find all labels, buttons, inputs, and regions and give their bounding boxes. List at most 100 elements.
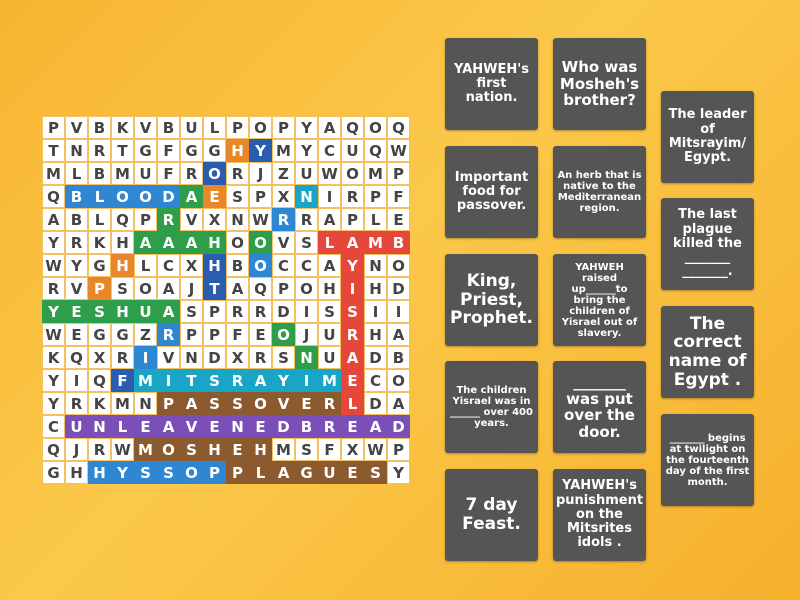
letter-cell[interactable]: S <box>364 461 387 484</box>
letter-cell[interactable]: Q <box>42 185 65 208</box>
letter-cell[interactable]: B <box>387 346 410 369</box>
letter-cell[interactable]: Y <box>272 369 295 392</box>
letter-cell[interactable]: F <box>157 162 180 185</box>
letter-cell[interactable]: S <box>295 231 318 254</box>
letter-cell[interactable]: W <box>249 208 272 231</box>
letter-cell[interactable]: H <box>88 461 111 484</box>
letter-cell[interactable]: A <box>157 415 180 438</box>
letter-cell[interactable]: R <box>65 231 88 254</box>
letter-cell[interactable]: J <box>65 438 88 461</box>
letter-cell[interactable]: J <box>249 162 272 185</box>
letter-cell[interactable]: R <box>295 208 318 231</box>
letter-cell[interactable]: O <box>249 116 272 139</box>
letter-cell[interactable]: E <box>341 415 364 438</box>
letter-cell[interactable]: G <box>203 139 226 162</box>
letter-cell[interactable]: E <box>65 300 88 323</box>
letter-cell[interactable]: R <box>226 300 249 323</box>
letter-cell[interactable]: Y <box>42 231 65 254</box>
letter-cell[interactable]: C <box>42 415 65 438</box>
clue-card[interactable]: The last plague killed the _______ _____… <box>661 198 754 290</box>
letter-cell[interactable]: E <box>387 208 410 231</box>
letter-cell[interactable]: A <box>341 231 364 254</box>
letter-cell[interactable]: V <box>65 277 88 300</box>
letter-cell[interactable]: F <box>157 139 180 162</box>
letter-cell[interactable]: G <box>180 139 203 162</box>
letter-cell[interactable]: Y <box>295 116 318 139</box>
letter-cell[interactable]: U <box>295 162 318 185</box>
letter-cell[interactable]: X <box>272 185 295 208</box>
letter-cell[interactable]: G <box>88 254 111 277</box>
letter-cell[interactable]: Y <box>111 461 134 484</box>
letter-cell[interactable]: M <box>272 438 295 461</box>
letter-cell[interactable]: M <box>364 231 387 254</box>
letter-cell[interactable]: E <box>341 461 364 484</box>
letter-cell[interactable]: O <box>341 162 364 185</box>
letter-cell[interactable]: S <box>272 346 295 369</box>
letter-cell[interactable]: R <box>157 208 180 231</box>
letter-cell[interactable]: O <box>272 323 295 346</box>
letter-cell[interactable]: W <box>387 139 410 162</box>
letter-cell[interactable]: H <box>203 231 226 254</box>
letter-cell[interactable]: S <box>203 369 226 392</box>
letter-cell[interactable]: Y <box>387 461 410 484</box>
letter-cell[interactable]: E <box>249 323 272 346</box>
letter-cell[interactable]: A <box>226 277 249 300</box>
letter-cell[interactable]: A <box>180 185 203 208</box>
letter-cell[interactable]: R <box>65 392 88 415</box>
letter-cell[interactable]: G <box>295 461 318 484</box>
letter-cell[interactable]: H <box>65 461 88 484</box>
letter-cell[interactable]: R <box>226 369 249 392</box>
letter-cell[interactable]: P <box>387 162 410 185</box>
letter-cell[interactable]: R <box>42 277 65 300</box>
letter-cell[interactable]: B <box>88 116 111 139</box>
letter-cell[interactable]: Y <box>42 369 65 392</box>
clue-card[interactable]: Who was Mosheh's brother? <box>553 38 646 130</box>
letter-cell[interactable]: P <box>387 438 410 461</box>
letter-cell[interactable]: I <box>364 300 387 323</box>
letter-cell[interactable]: S <box>180 300 203 323</box>
letter-cell[interactable]: S <box>318 300 341 323</box>
letter-cell[interactable]: T <box>203 277 226 300</box>
letter-cell[interactable]: B <box>88 162 111 185</box>
letter-cell[interactable]: P <box>364 185 387 208</box>
clue-card[interactable]: YAHWEH's punishment on the Mitsrites ido… <box>553 469 646 561</box>
letter-cell[interactable]: A <box>249 369 272 392</box>
letter-cell[interactable]: F <box>111 369 134 392</box>
letter-cell[interactable]: N <box>295 346 318 369</box>
letter-cell[interactable]: K <box>88 392 111 415</box>
clue-card[interactable]: The children Yisrael was in ______ over … <box>445 361 538 453</box>
letter-cell[interactable]: A <box>364 415 387 438</box>
letter-cell[interactable]: H <box>111 254 134 277</box>
letter-cell[interactable]: I <box>295 369 318 392</box>
letter-cell[interactable]: G <box>88 323 111 346</box>
letter-cell[interactable]: Q <box>88 369 111 392</box>
letter-cell[interactable]: V <box>65 116 88 139</box>
letter-cell[interactable]: N <box>134 392 157 415</box>
clue-card[interactable]: An herb that is native to the Mediterran… <box>553 146 646 238</box>
letter-cell[interactable]: I <box>295 300 318 323</box>
letter-cell[interactable]: A <box>42 208 65 231</box>
letter-cell[interactable]: P <box>203 461 226 484</box>
letter-cell[interactable]: Y <box>249 139 272 162</box>
letter-cell[interactable]: W <box>42 254 65 277</box>
letter-cell[interactable]: O <box>111 185 134 208</box>
letter-cell[interactable]: B <box>65 185 88 208</box>
letter-cell[interactable]: X <box>180 254 203 277</box>
letter-cell[interactable]: R <box>180 162 203 185</box>
letter-cell[interactable]: C <box>157 254 180 277</box>
clue-card[interactable]: YAHWEH's first nation. <box>445 38 538 130</box>
letter-cell[interactable]: R <box>249 346 272 369</box>
letter-cell[interactable]: K <box>88 231 111 254</box>
clue-card[interactable]: _______ begins at twilight on the fourte… <box>661 414 754 506</box>
letter-cell[interactable]: L <box>65 162 88 185</box>
letter-cell[interactable]: O <box>157 438 180 461</box>
letter-cell[interactable]: V <box>180 415 203 438</box>
letter-cell[interactable]: I <box>318 185 341 208</box>
letter-cell[interactable]: R <box>318 415 341 438</box>
letter-cell[interactable]: Q <box>42 438 65 461</box>
clue-card[interactable]: YAHWEH raised up______to bring the child… <box>553 254 646 346</box>
letter-cell[interactable]: S <box>180 438 203 461</box>
letter-cell[interactable]: Z <box>272 162 295 185</box>
letter-cell[interactable]: B <box>387 231 410 254</box>
letter-cell[interactable]: G <box>111 323 134 346</box>
